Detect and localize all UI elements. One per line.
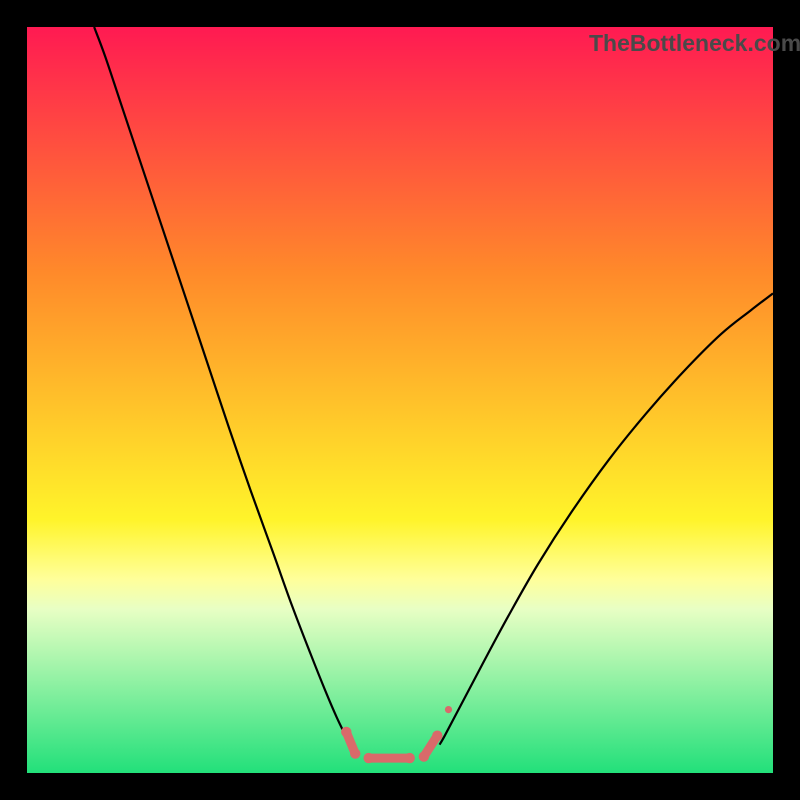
curve-right-branch: [440, 293, 773, 744]
link-joint: [350, 748, 360, 758]
chart-frame: TheBottleneck.com: [0, 0, 800, 800]
link-joint: [419, 751, 429, 761]
link-joint: [341, 727, 351, 737]
link-extra-dot: [445, 706, 452, 713]
link-joint: [404, 753, 414, 763]
link-joint: [363, 753, 373, 763]
curve-left-branch: [94, 27, 350, 745]
link-joint: [432, 731, 442, 741]
chart-svg: [0, 0, 800, 800]
